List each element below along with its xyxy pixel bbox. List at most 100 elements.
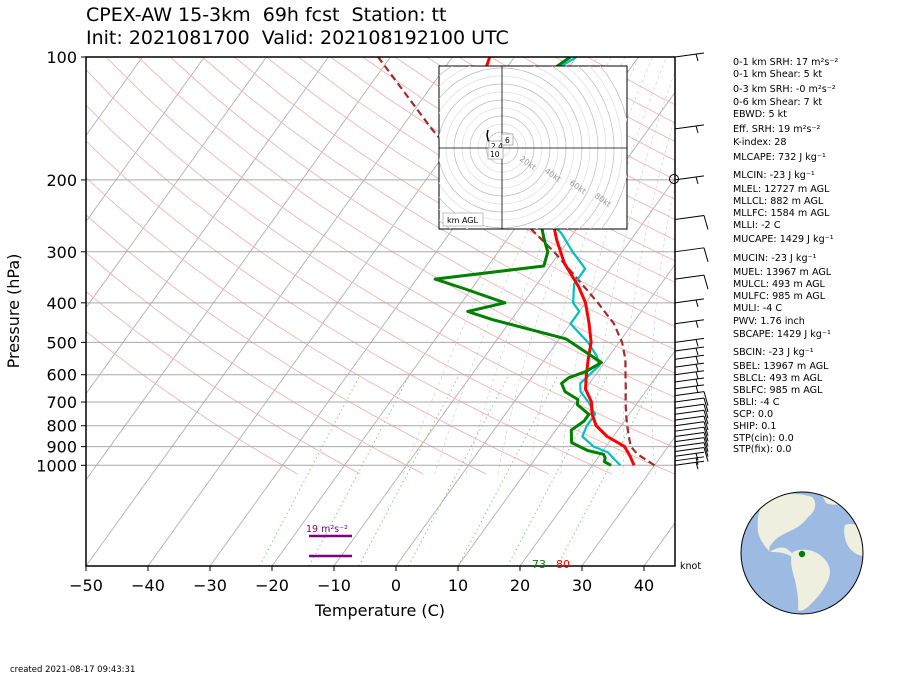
south-america-landmass (791, 549, 830, 611)
thermo-background-lines (86, 57, 735, 566)
index-line: SCP: 0.0 (733, 409, 774, 420)
wind-barb (674, 451, 705, 461)
dry-adiabat (86, 252, 424, 475)
surface-temperature-label: 80 (556, 558, 570, 571)
svg-text:6: 6 (505, 136, 510, 145)
dry-adiabat (86, 104, 675, 475)
x-axis-label: Temperature (C) (314, 601, 445, 620)
plot-axes (85, 56, 676, 567)
wind-barb (674, 384, 705, 394)
dry-adiabat (169, 57, 675, 374)
x-tick-label: 40 (634, 576, 654, 595)
isotherm-line (519, 349, 675, 566)
wind-calm-circle (669, 174, 679, 184)
wind-barb (674, 52, 705, 62)
mixing-ratio-line (556, 374, 659, 566)
wind-barb (674, 426, 709, 442)
x-tick-label: −50 (69, 576, 103, 595)
wind-barb (674, 456, 705, 465)
x-tick-label: 10 (448, 576, 468, 595)
created-timestamp: created 2021-08-17 09:43:31 (10, 665, 136, 675)
index-line: MULI: -4 C (733, 303, 783, 314)
y-tick-label: 800 (46, 417, 77, 436)
index-line: STP(cin): 0.0 (733, 433, 794, 444)
y-tick-label: 900 (46, 438, 77, 457)
isotherm-line (457, 263, 675, 566)
wind-barb (674, 362, 705, 372)
central-america-landmass (770, 547, 795, 557)
wind-barb (674, 437, 709, 452)
moist-adiabat (529, 57, 653, 475)
y-tick-label: 1000 (36, 456, 77, 475)
wind-barb (674, 397, 709, 413)
wind-barb (674, 319, 705, 328)
wind-barb (674, 214, 709, 230)
wind-barb (674, 431, 709, 447)
wind-barb (674, 274, 709, 290)
index-line: 0-3 km SRH: -0 m²s⁻² (733, 84, 836, 95)
moist-adiabat (651, 182, 675, 475)
svg-text:10: 10 (490, 150, 500, 159)
wind-barbs (674, 52, 709, 470)
dry-adiabat (105, 57, 675, 423)
wind-barb (674, 346, 705, 356)
wind-barb (674, 377, 705, 387)
figure-title-line-2: Init: 2021081700 Valid: 202108192100 UTC (86, 27, 509, 49)
index-line: K-index: 28 (733, 137, 787, 148)
index-line: MULFC: 985 m AGL (733, 291, 826, 302)
hodo-mark-10: 10 (487, 147, 504, 160)
globe-locator-map (740, 491, 864, 615)
y-axis-label: Pressure (hPa) (4, 254, 23, 369)
x-tick-label: 20 (510, 576, 530, 595)
index-line: SBCAPE: 1429 J kg⁻¹ (733, 329, 831, 340)
y-tick-label: 400 (46, 294, 77, 313)
moist-adiabat (466, 57, 626, 475)
dry-adiabat (86, 290, 361, 475)
dry-adiabat (202, 57, 675, 351)
isotherm-line (581, 436, 675, 566)
wind-barb (674, 409, 709, 425)
y-tick-label: 300 (46, 243, 77, 262)
north-america-landmass (757, 493, 816, 552)
wind-barb (674, 442, 709, 457)
index-line: MULCL: 493 m AGL (733, 279, 825, 290)
x-tick-label: 30 (572, 576, 592, 595)
mixing-ratio-line (259, 374, 361, 566)
isotherm-line (86, 57, 205, 223)
dry-adiabat (86, 214, 487, 475)
wind-barb (674, 124, 705, 134)
figure-title-line-1: CPEX-AW 15-3km 69h fcst Station: tt (86, 4, 447, 26)
svg-text:km AGL: km AGL (447, 216, 479, 225)
index-line: Eff. SRH: 19 m²s⁻² (733, 124, 821, 135)
wind-barb (674, 175, 705, 185)
index-line: PWV: 1.76 inch (733, 316, 805, 327)
index-line: MLLFC: 1584 m AGL (733, 208, 830, 219)
isotherm-line (86, 57, 267, 309)
srh-label: 19 m²s⁻² (306, 524, 348, 535)
y-tick-label: 500 (46, 333, 77, 352)
x-tick-labels: −50 −40 −30 −20 −10 0 10 20 30 40 (69, 566, 654, 595)
wind-barb (674, 298, 705, 307)
index-line: MUCAPE: 1429 J kg⁻¹ (733, 234, 834, 245)
dry-adiabat (137, 57, 675, 398)
hodo-mark-6: 6 (501, 133, 514, 146)
moist-adiabat (678, 57, 722, 474)
index-line: MUEL: 13967 m AGL (733, 267, 832, 278)
isotherm-line (86, 57, 453, 566)
moist-adiabat (702, 57, 735, 474)
hodograph-inset: 20kt 40kt 60kt 80kt 2.4 6 10 km AGL (438, 65, 628, 230)
wind-barb (674, 446, 709, 462)
wind-barb (674, 354, 705, 364)
index-line: 0-6 km Shear: 7 kt (733, 97, 823, 108)
station-marker (798, 550, 806, 558)
y-tick-label: 200 (46, 171, 77, 190)
index-line: MLCAPE: 732 J kg⁻¹ (733, 152, 826, 163)
mixing-ratio-line (457, 374, 559, 566)
wind-barb (674, 391, 709, 406)
wind-barb (674, 403, 709, 419)
svg-text:2.4: 2.4 (491, 142, 503, 151)
index-line: SBLFC: 985 m AGL (733, 385, 823, 396)
x-tick-label: −20 (255, 576, 289, 595)
wind-barb (674, 460, 705, 470)
